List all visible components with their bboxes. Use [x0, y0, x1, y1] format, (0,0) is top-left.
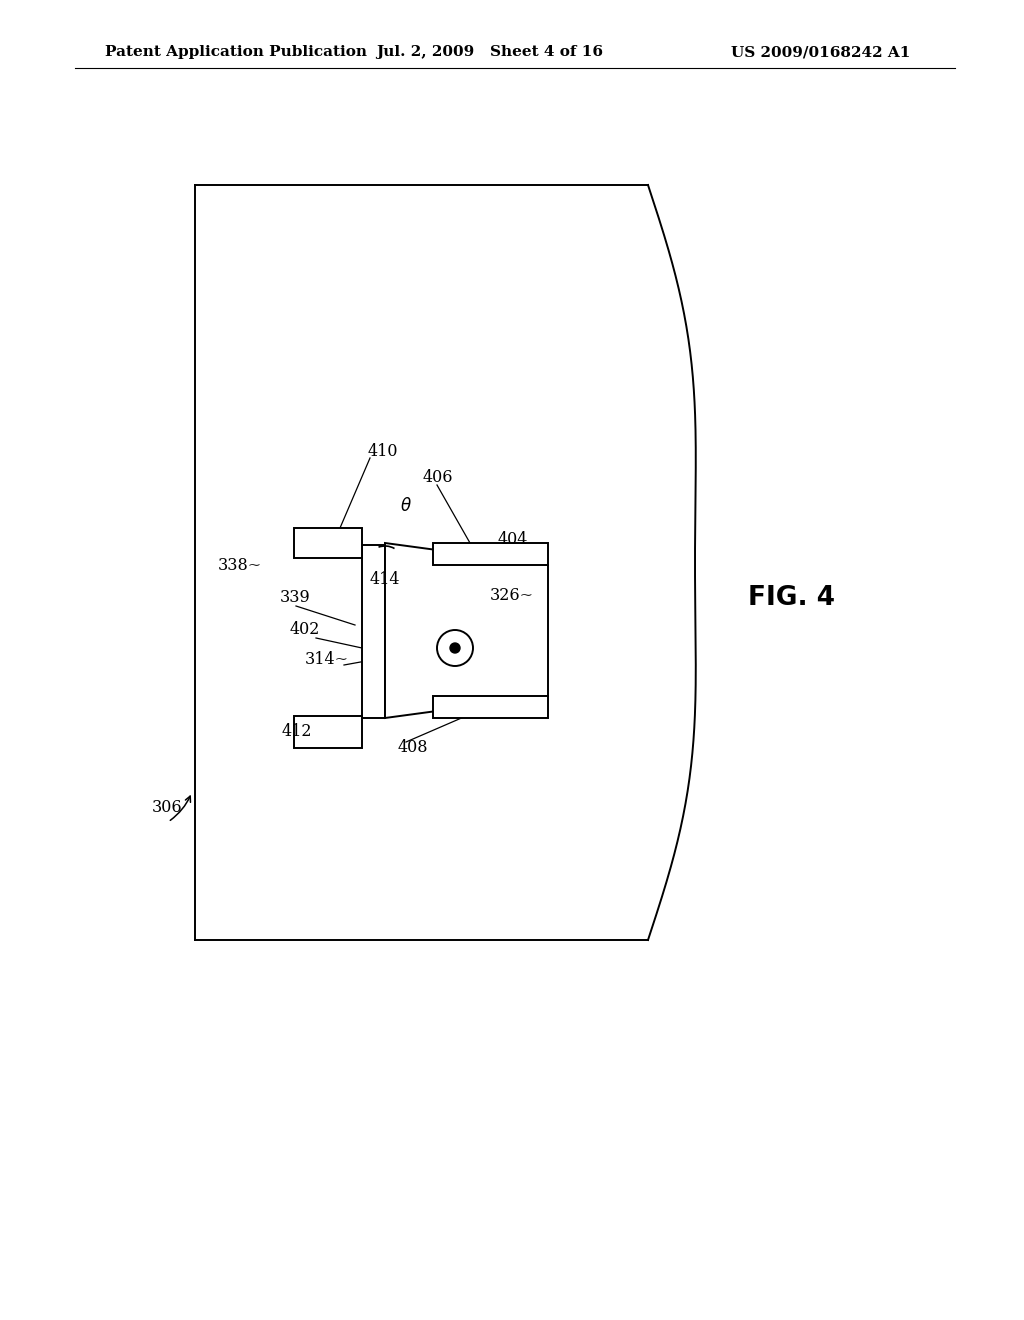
Text: 402: 402	[290, 622, 321, 639]
Polygon shape	[433, 696, 548, 718]
Text: Patent Application Publication: Patent Application Publication	[105, 45, 367, 59]
Text: 339: 339	[280, 590, 310, 606]
Text: US 2009/0168242 A1: US 2009/0168242 A1	[731, 45, 910, 59]
Text: FIG. 4: FIG. 4	[748, 585, 835, 611]
Text: Jul. 2, 2009   Sheet 4 of 16: Jul. 2, 2009 Sheet 4 of 16	[377, 45, 603, 59]
Text: 306: 306	[152, 800, 182, 817]
Text: 408: 408	[398, 739, 428, 756]
Text: 338~: 338~	[218, 557, 262, 573]
Text: $\theta$: $\theta$	[400, 498, 412, 515]
Circle shape	[437, 630, 473, 667]
Text: 410: 410	[368, 444, 398, 461]
Text: 404: 404	[498, 532, 528, 549]
Polygon shape	[385, 543, 548, 718]
Text: 326~: 326~	[490, 586, 535, 603]
Circle shape	[450, 643, 460, 653]
Text: 314~: 314~	[305, 652, 349, 668]
Polygon shape	[294, 715, 362, 748]
Text: 412: 412	[282, 723, 312, 741]
Polygon shape	[433, 543, 548, 565]
Polygon shape	[294, 528, 362, 558]
Text: 406: 406	[423, 470, 454, 487]
Text: 414: 414	[370, 572, 400, 589]
Bar	[362, 545, 385, 718]
